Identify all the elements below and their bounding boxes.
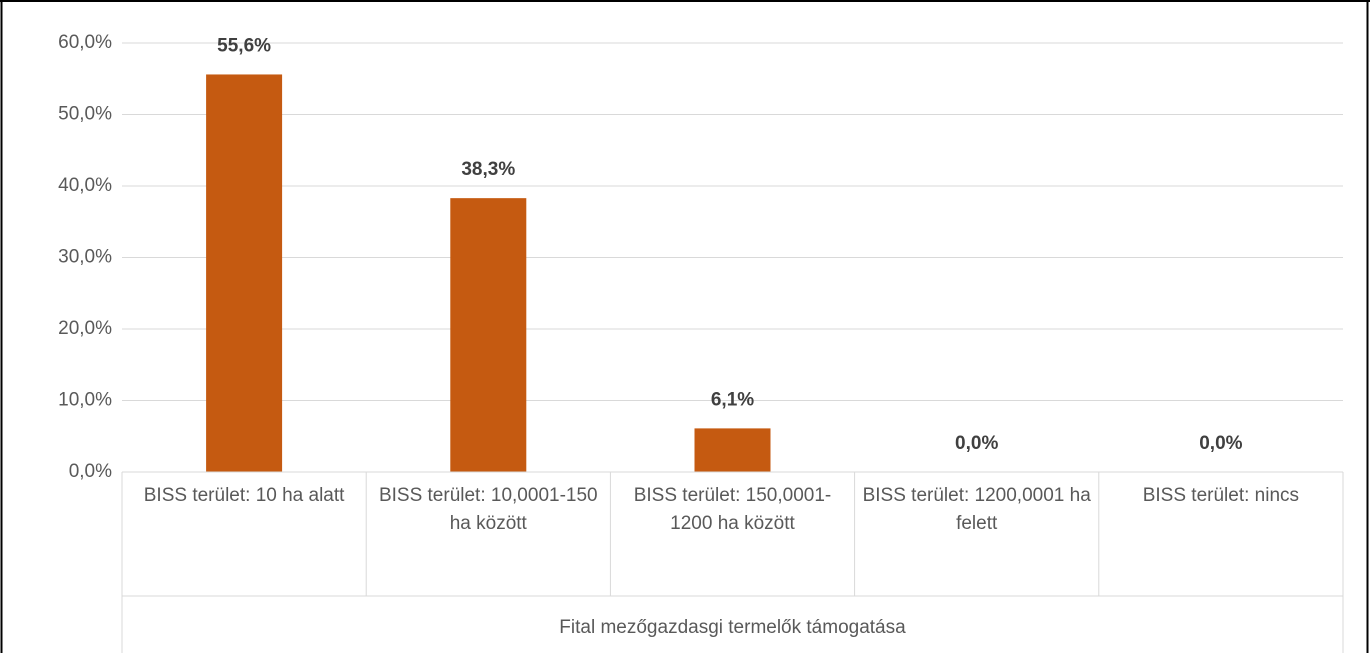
y-tick-label: 60,0% <box>58 32 112 53</box>
data-label: 0,0% <box>1199 433 1242 454</box>
data-label: 6,1% <box>711 389 754 410</box>
x-tick-label-box: BISS terület: nincs <box>1142 485 1300 506</box>
bar <box>694 428 771 472</box>
x-tick-label-box: BISS terület: 10,0001-150 ha között <box>378 485 598 534</box>
group-label: Fital mezőgazdasgi termelők támogatása <box>559 617 906 638</box>
x-tick-label-box: BISS terület: 1200,0001 ha felett <box>862 485 1091 534</box>
y-tick-label: 20,0% <box>58 318 112 339</box>
x-tick-label: BISS terület: 150,0001-1200 ha között <box>633 485 832 534</box>
bar <box>206 74 283 473</box>
x-tick-label-box: BISS terület: 10 ha alatt <box>143 485 345 506</box>
x-tick-label: BISS terület: 10,0001-150 ha között <box>378 485 598 534</box>
x-tick-label: BISS terület: 1200,0001 ha felett <box>862 485 1091 534</box>
x-tick-label: BISS terület: nincs <box>1142 485 1300 506</box>
y-tick-label: 40,0% <box>58 175 112 196</box>
x-tick-label: BISS terület: 10 ha alatt <box>143 485 345 506</box>
data-label: 0,0% <box>955 433 998 454</box>
y-tick-label: 10,0% <box>58 390 112 411</box>
y-tick-label: 0,0% <box>69 461 112 482</box>
y-tick-label: 50,0% <box>58 104 112 125</box>
x-tick-label-box: BISS terület: 150,0001-1200 ha között <box>633 485 832 534</box>
y-tick-label: 30,0% <box>58 247 112 268</box>
data-label: 38,3% <box>461 159 515 180</box>
data-label: 55,6% <box>217 35 271 56</box>
bar <box>450 198 527 472</box>
